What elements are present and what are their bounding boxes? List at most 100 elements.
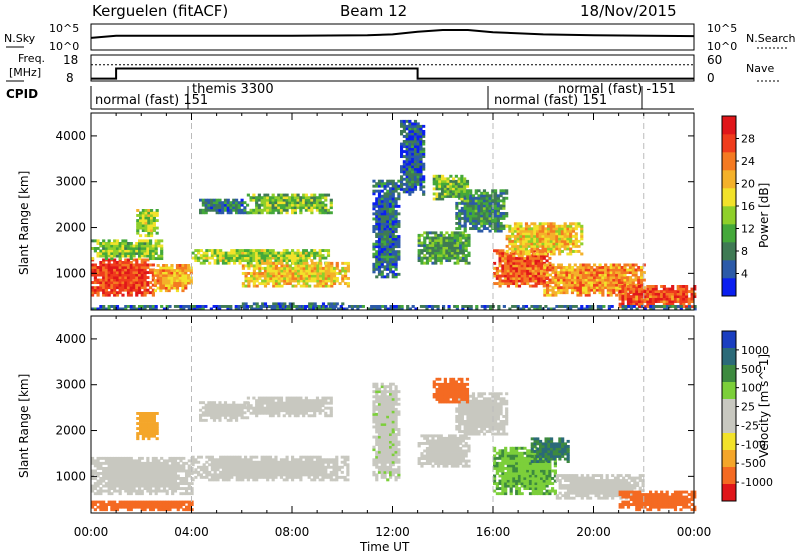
velocity-colorbar-tick: -25 [741, 419, 759, 432]
x-tick-label: 00:00 [677, 525, 712, 539]
x-tick-label: 12:00 [375, 525, 410, 539]
power-colorbar-tick: 16 [741, 200, 755, 213]
beam-title: Beam 12 [340, 2, 407, 20]
velocity-colorbar-tick: 100 [741, 382, 762, 395]
velocity-colorbar-swatch [722, 484, 736, 502]
velocity-y-ticks: 1000 2000 3000 4000 [55, 332, 694, 483]
x-tick-label: 20:00 [576, 525, 611, 539]
x-tick-label: 00:00 [74, 525, 109, 539]
cpid-segment-4: normal (fast) 151 [494, 93, 607, 108]
cpid-segment-3: normal (fast) -151 [558, 82, 676, 97]
velocity-colorbar-tick: -100 [741, 438, 766, 451]
power-time-markers [191, 113, 645, 310]
velocity-colorbar-swatch [722, 382, 736, 400]
power-colorbar-swatch [722, 116, 736, 135]
power-colorbar-tick: 12 [741, 223, 755, 236]
power-colorbar-swatch [722, 224, 736, 243]
power-region-6 [241, 261, 350, 288]
power-colorbar-tick: 24 [741, 155, 755, 168]
velocity-time-markers [191, 316, 645, 513]
velocity-colorbar-swatch [722, 365, 736, 383]
freq-unit-label: [MHz] [9, 66, 41, 79]
power-colorbar-tick: 8 [741, 245, 748, 258]
nave-tick-top: 60 [707, 53, 722, 67]
velocity-colorbar-swatch [722, 399, 736, 417]
power-heatmap [91, 119, 697, 311]
velocity-colorbar-tick: 1000 [741, 344, 769, 357]
power-region-1 [91, 258, 155, 297]
velocity-colorbar-swatch [722, 348, 736, 366]
velocity-region-1 [91, 456, 194, 496]
power-region-2 [153, 264, 193, 293]
power-x-ticks [90, 113, 695, 310]
velocity-colorbar-swatch [722, 467, 736, 485]
x-tick-label: 08:00 [275, 525, 310, 539]
cpid-segment-1: normal (fast) 151 [95, 93, 208, 108]
power-region-11 [400, 119, 426, 196]
noise-panel-frame [90, 23, 695, 51]
power-colorbar-swatch [722, 134, 736, 153]
power-colorbar-swatch [722, 188, 736, 207]
power-region-5 [191, 249, 331, 265]
velocity-colorbar-tick: -1000 [741, 476, 773, 489]
power-y-axis-label: Slant Range [km] [17, 171, 31, 275]
x-tick-label: 04:00 [174, 525, 209, 539]
power-colorbar-swatch [722, 170, 736, 189]
velocity-colorbar-swatch [722, 433, 736, 451]
y-tick-label: 4000 [55, 332, 86, 346]
y-tick-label: 4000 [55, 129, 86, 143]
power-region-10 [372, 179, 401, 279]
power-region-14 [432, 174, 470, 201]
nave-label: Nave [746, 62, 774, 75]
noise-left-tick-bottom: 10^0 [49, 40, 79, 53]
freq-panel-frame [90, 54, 695, 82]
x-tick-label: 16:00 [476, 525, 511, 539]
velocity-y-axis-label: Slant Range [km] [17, 374, 31, 478]
noise-left-tick-top: 10^5 [49, 22, 79, 35]
noise-search-label: N.Search [746, 32, 796, 45]
velocity-colorbar-swatch [722, 450, 736, 468]
power-colorbar-tick: 4 [741, 268, 748, 281]
velocity-x-ticks [90, 316, 695, 513]
velocity-colorbar-tick: 25 [741, 401, 755, 414]
frequency-line [91, 67, 694, 80]
y-tick-label: 2000 [55, 221, 86, 235]
nave-tick-bottom: 0 [707, 71, 715, 85]
velocity-region-3 [246, 396, 333, 418]
power-colorbar-swatch [722, 152, 736, 171]
power-region-12 [417, 231, 471, 265]
cpid-label: CPID [6, 87, 38, 101]
power-colorbar: 4 8 12 16 20 24 28 [721, 115, 755, 297]
velocity-region-5 [136, 412, 159, 441]
freq-tick-top: 18 [63, 53, 78, 67]
velocity-region-2 [191, 455, 350, 482]
power-colorbar-tick: 28 [741, 133, 755, 146]
power-region-7 [199, 198, 250, 215]
velocity-colorbar-tick: -500 [741, 457, 766, 470]
power-colorbar-label: Power [dB] [757, 183, 771, 248]
power-region-3 [91, 239, 164, 261]
velocity-colorbar-label: Velocity [m s^-1] [757, 354, 771, 458]
power-region-16 [505, 222, 584, 256]
velocity-region-14 [91, 500, 194, 512]
velocity-region-7 [417, 434, 471, 468]
x-axis-label: Time UT [359, 540, 410, 554]
power-colorbar-tick: 20 [741, 178, 755, 191]
y-tick-label: 3000 [55, 175, 86, 189]
power-region-18 [618, 285, 697, 309]
y-tick-label: 2000 [55, 424, 86, 438]
velocity-colorbar-tick: 500 [741, 363, 762, 376]
velocity-region-13 [618, 490, 697, 512]
power-colorbar-swatch [722, 278, 736, 297]
velocity-region-9 [432, 377, 470, 404]
freq-label: Freq. [18, 52, 45, 65]
freq-tick-bottom: 8 [66, 71, 74, 85]
noise-right-tick-bottom: 10^0 [707, 40, 737, 53]
velocity-colorbar: 1000 500 100 25 -25 -100 -500 -1000 [721, 330, 773, 502]
noise-right-tick-top: 10^5 [707, 22, 737, 35]
velocity-heatmap [91, 377, 697, 512]
noise-sky-line [90, 29, 695, 39]
power-region-8 [246, 193, 333, 215]
x-tick-labels: 00:00 04:00 08:00 12:00 16:00 20:00 00:00 [74, 525, 712, 539]
